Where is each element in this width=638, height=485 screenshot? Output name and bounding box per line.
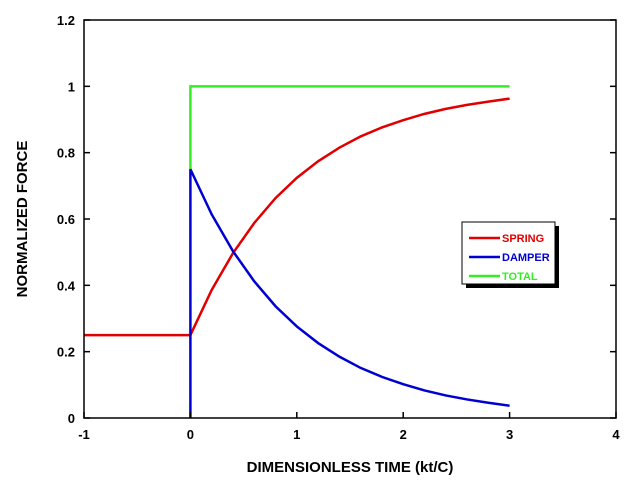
x-tick-label: 2: [400, 427, 407, 442]
y-tick-label: 0.8: [57, 146, 75, 161]
legend: SPRING DAMPER TOTAL: [461, 221, 559, 288]
x-tick-label: 0: [187, 427, 194, 442]
x-tick-label: 4: [612, 427, 620, 442]
y-tick-label: 0.2: [57, 345, 75, 360]
x-tick-label: 1: [293, 427, 300, 442]
series-line-total: [189, 85, 510, 170]
series-line-damper: [189, 168, 510, 418]
legend-box: [461, 221, 556, 285]
plot-marks: [84, 85, 510, 418]
series-line-spring: [84, 97, 510, 337]
y-tick-label: 0.6: [57, 212, 75, 227]
legend-label-total: TOTAL: [502, 271, 538, 283]
legend-label-spring: SPRING: [502, 233, 544, 245]
x-tick-label: 3: [506, 427, 513, 442]
y-tick-label: 0: [68, 411, 75, 426]
y-tick-label: 1.2: [57, 13, 75, 28]
x-axis-label: DIMENSIONLESS TIME (kt/C): [247, 459, 454, 476]
y-axis-label: NORMALIZED FORCE: [14, 141, 31, 298]
legend-label-damper: DAMPER: [502, 252, 550, 264]
axis-ticks: -1 0 1 2 3 400.20.40.60.811.2: [57, 13, 620, 442]
y-tick-label: 1: [68, 79, 75, 94]
plot-frame: [83, 19, 617, 419]
y-tick-label: 0.4: [57, 278, 76, 293]
x-tick-label: -1: [78, 427, 90, 442]
